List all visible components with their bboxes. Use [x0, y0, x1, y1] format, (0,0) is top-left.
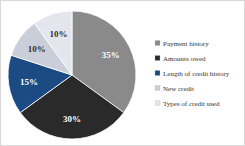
slices — [8, 11, 136, 139]
frame — [1, 1, 245, 146]
legend-label: Length of credit history — [163, 70, 230, 78]
data-label: 30% — [63, 114, 81, 124]
legend-label: Payment history — [163, 40, 209, 48]
slice — [34, 11, 72, 75]
data-labels: 35% 30% 15% 10% 10% — [20, 29, 120, 124]
chart: 35% 30% 15% 10% 10% Payment history Amounts ow… — [0, 0, 245, 146]
legend-swatch — [155, 71, 160, 76]
slice — [20, 75, 124, 139]
legend-label: Amounts owed — [163, 55, 206, 63]
legend-swatch — [155, 41, 160, 46]
legend-label: Types of credit used — [163, 100, 220, 108]
legend: Payment history Amounts owed Length of cre… — [155, 40, 230, 108]
legend-swatch — [155, 101, 160, 106]
legend-swatch — [155, 86, 160, 91]
legend-label: New credit — [163, 85, 194, 93]
data-label: 10% — [50, 29, 68, 39]
data-label: 35% — [102, 50, 120, 60]
data-label: 10% — [28, 44, 46, 54]
data-label: 15% — [20, 77, 38, 87]
legend-swatch — [155, 56, 160, 61]
